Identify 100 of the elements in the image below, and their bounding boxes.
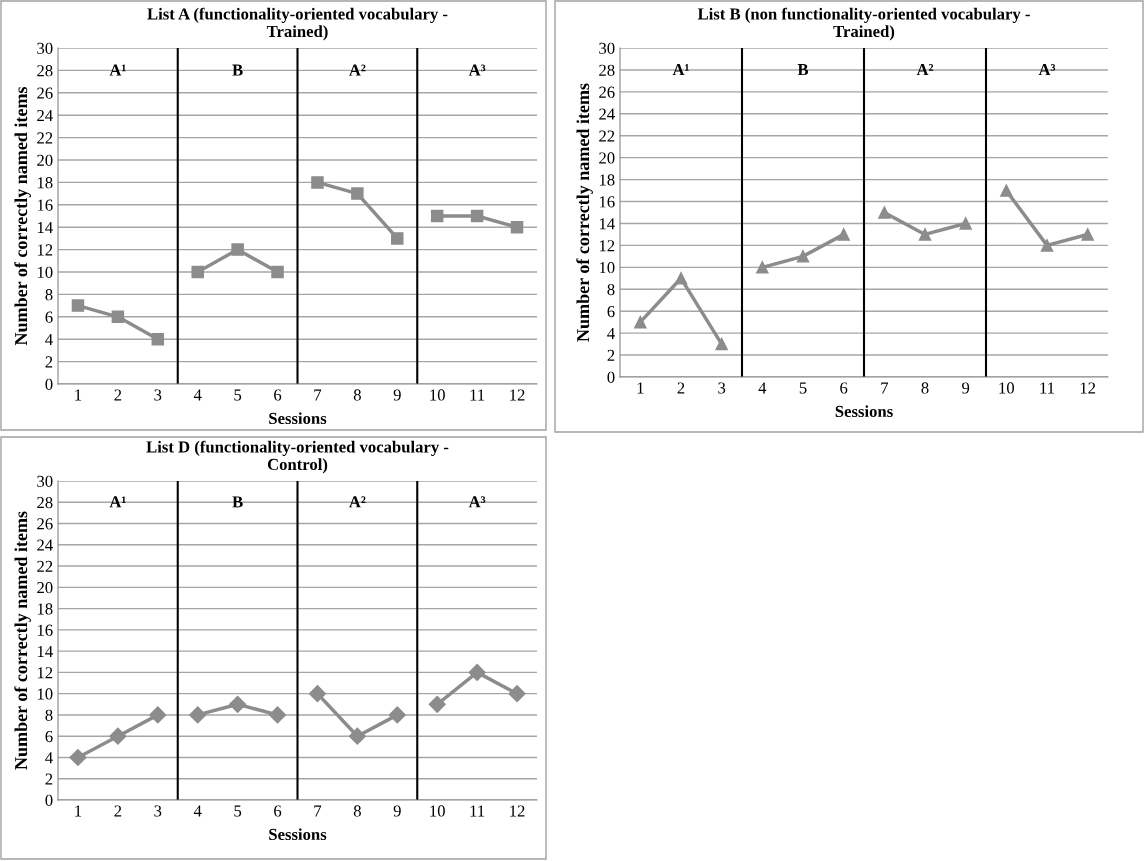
y-tick-label: 18: [37, 177, 53, 189]
annotation: A¹: [672, 64, 689, 76]
x-tick-label: 4: [193, 805, 202, 817]
chart-title: List D (functionality-oriented vocabulary - Control): [146, 440, 449, 474]
y-tick-label: 4: [45, 334, 53, 345]
point: [1000, 184, 1013, 197]
x-tick-label: 3: [718, 382, 726, 394]
x-tick-label: 11: [1040, 382, 1055, 394]
y-tick-label: 30: [37, 475, 53, 487]
y-tick-label: 2: [45, 773, 53, 785]
point: [508, 685, 526, 703]
point: [69, 748, 87, 767]
point: [470, 209, 484, 223]
point: [428, 695, 446, 713]
x-tick-label: 11: [470, 389, 485, 401]
y-tick-label: 10: [37, 266, 53, 278]
y-tick-label: 10: [37, 688, 53, 700]
y-tick-label: 8: [45, 709, 53, 721]
annotation: A³: [468, 496, 486, 508]
x-tick-label: 3: [154, 805, 162, 817]
x-tick-label: 3: [154, 389, 162, 401]
y-tick-label: 6: [45, 730, 53, 743]
x-tick-label: 1: [75, 805, 82, 817]
point: [796, 250, 810, 263]
point: [1081, 228, 1094, 241]
x-tick-label: 4: [758, 382, 767, 394]
y-tick-label: 4: [45, 752, 53, 764]
point: [71, 299, 85, 312]
annotation: A³: [1038, 64, 1056, 76]
point: [430, 209, 444, 223]
point: [111, 310, 125, 324]
annotation: B: [232, 64, 243, 76]
chart-title: List B (non functionality-oriented vocabulary - Trained): [697, 7, 1030, 41]
x-tick-label: 7: [314, 805, 322, 817]
y-tick-label: 14: [599, 218, 615, 230]
point: [918, 228, 932, 241]
point: [756, 261, 769, 274]
x-tick-label: 1: [637, 382, 644, 394]
y-axis-title: Number of correctly named items: [14, 86, 31, 346]
y-tick-label: 16: [37, 199, 53, 211]
point: [878, 206, 891, 219]
y-tick-label: 20: [37, 154, 53, 166]
annotation: A³: [468, 64, 486, 76]
y-tick-label: 22: [37, 560, 53, 572]
y-tick-label: 24: [37, 539, 53, 551]
point: [348, 727, 366, 745]
x-tick-label: 2: [114, 805, 122, 817]
y-tick-label: 16: [599, 196, 615, 208]
point: [268, 706, 287, 724]
annotation: A¹: [109, 496, 126, 508]
x-tick-label: 2: [677, 382, 685, 394]
chart-title: List A (functionality-oriented vocabulary - Trained): [147, 7, 448, 41]
y-tick-label: 30: [37, 42, 53, 54]
x-tick-label: 5: [234, 805, 242, 817]
annotation: A¹: [109, 64, 126, 76]
y-tick-label: 4: [607, 327, 615, 339]
x-tick-label: 6: [840, 382, 848, 394]
y-tick-label: 0: [45, 378, 53, 390]
y-tick-label: 20: [599, 152, 615, 164]
y-tick-label: 6: [607, 305, 615, 318]
x-axis-title: Sessions: [835, 405, 893, 418]
y-tick-label: 22: [37, 132, 53, 144]
y-tick-label: 28: [599, 64, 615, 76]
y-tick-label: 24: [37, 109, 53, 121]
point: [151, 332, 165, 346]
y-tick-label: 2: [607, 349, 615, 361]
point: [837, 228, 850, 241]
x-axis-title: Sessions: [269, 828, 327, 841]
x-tick-label: 12: [510, 805, 525, 817]
y-axis-title: Number of correctly named items: [576, 83, 593, 342]
x-tick-label: 10: [999, 382, 1015, 394]
point: [149, 706, 167, 724]
point: [959, 217, 972, 230]
y-tick-label: 18: [599, 174, 615, 186]
y-tick-label: 28: [37, 65, 53, 77]
point: [109, 727, 127, 745]
x-tick-label: 10: [430, 389, 445, 401]
y-tick-label: 10: [599, 262, 615, 274]
y-tick-label: 6: [45, 311, 53, 323]
y-tick-label: 12: [37, 667, 53, 679]
point: [231, 243, 244, 256]
annotation: A²: [349, 64, 366, 76]
y-tick-label: 14: [37, 221, 53, 233]
x-tick-label: 10: [430, 805, 445, 817]
y-tick-label: 20: [37, 582, 53, 594]
point: [391, 232, 404, 245]
point: [351, 187, 364, 200]
point: [271, 265, 284, 279]
point: [311, 176, 324, 189]
point: [634, 315, 647, 329]
y-tick-label: 0: [607, 371, 615, 383]
annotation: B: [232, 496, 243, 508]
x-tick-label: 6: [274, 389, 282, 401]
point: [191, 265, 204, 279]
y-tick-label: 12: [599, 240, 615, 252]
point: [715, 337, 728, 351]
x-tick-label: 8: [353, 805, 361, 817]
y-tick-label: 12: [37, 244, 53, 256]
y-tick-label: 26: [37, 87, 53, 99]
y-tick-label: 2: [45, 356, 53, 368]
